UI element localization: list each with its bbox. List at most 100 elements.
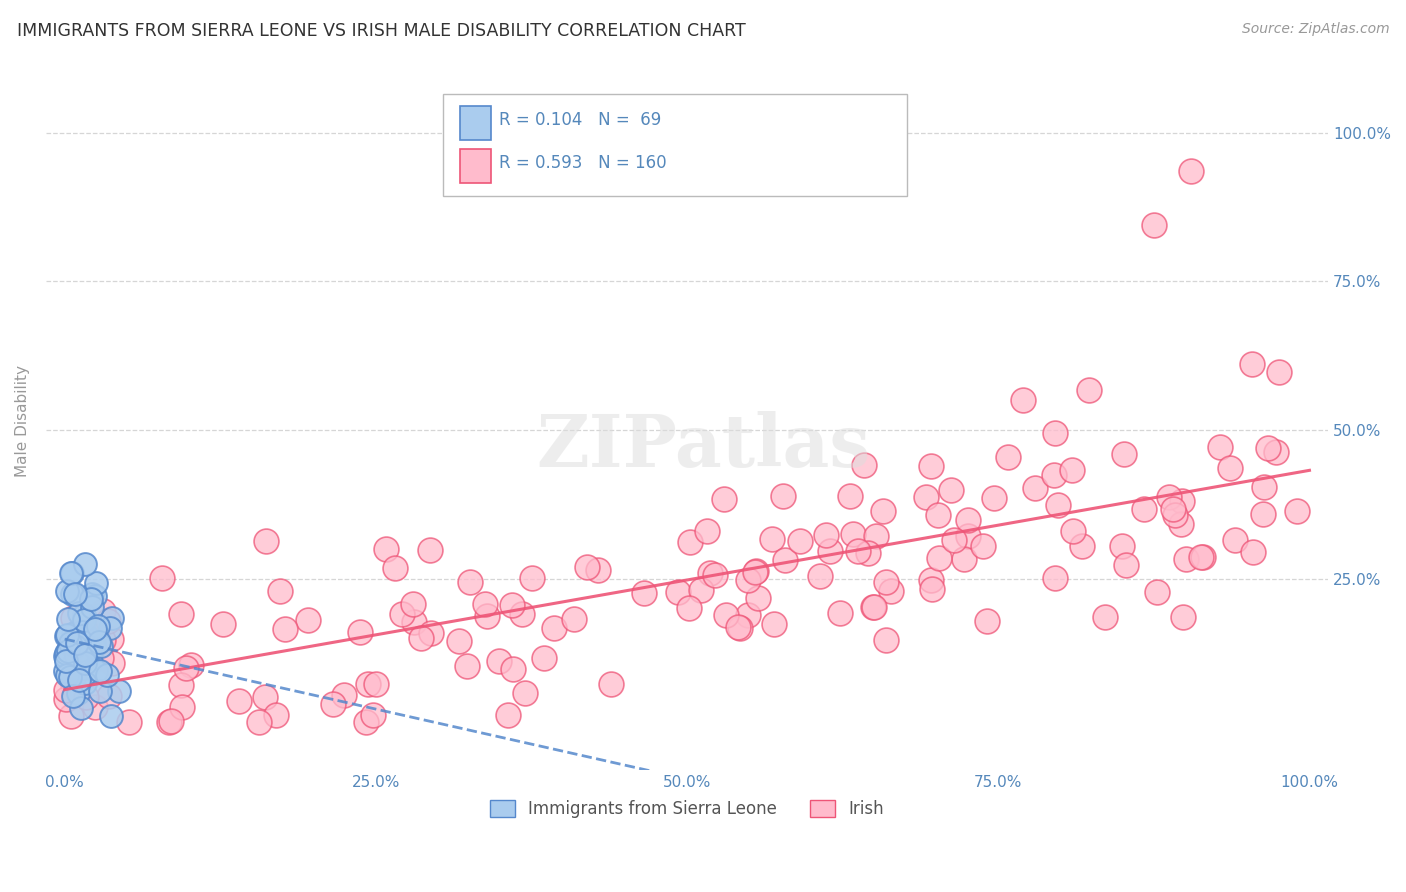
Point (920, 459, 942, 474)
Point (852, 458, 875, 472)
Point (586, 563, 609, 577)
Point (170, 677, 193, 691)
Point (1157, 490, 1180, 504)
Point (66, 635, 89, 649)
Point (818, 543, 841, 558)
Point (976, 614, 998, 628)
Point (456, 658, 478, 673)
Point (59, 708, 82, 723)
Point (737, 608, 759, 623)
Point (522, 571, 544, 585)
Point (727, 620, 749, 634)
Point (98, 689, 121, 703)
Point (98, 621, 121, 635)
Point (411, 631, 433, 645)
Point (1264, 444, 1286, 458)
Point (875, 574, 897, 589)
Point (728, 621, 751, 635)
Point (59, 636, 82, 650)
Point (73, 624, 96, 639)
Point (543, 620, 565, 634)
Point (80, 655, 103, 669)
Point (747, 591, 769, 605)
Point (253, 690, 276, 705)
Point (842, 526, 865, 541)
Point (70, 700, 93, 714)
Point (322, 697, 344, 711)
Point (1170, 517, 1192, 532)
Point (333, 688, 356, 702)
Point (75, 557, 97, 571)
Point (73, 613, 96, 627)
Point (420, 626, 443, 640)
Point (703, 568, 725, 582)
Point (89, 664, 111, 678)
Point (55, 648, 77, 662)
Point (921, 582, 943, 597)
Text: ZIPatlas: ZIPatlas (536, 410, 870, 482)
Point (73, 676, 96, 690)
Point (920, 574, 942, 588)
Point (744, 565, 766, 579)
Point (1146, 585, 1168, 599)
Point (97, 614, 120, 628)
Point (1143, 218, 1166, 232)
Point (80, 591, 103, 606)
Point (59, 670, 82, 684)
Point (90, 651, 112, 665)
Point (679, 535, 702, 549)
Point (475, 608, 498, 623)
Point (983, 491, 1005, 505)
Point (174, 661, 197, 675)
Point (600, 677, 623, 691)
Point (73, 655, 96, 669)
Point (66, 686, 89, 700)
Point (96, 668, 118, 682)
Point (100, 657, 122, 671)
Point (512, 607, 534, 622)
Point (60, 566, 83, 581)
Point (83, 640, 105, 655)
Point (865, 528, 887, 542)
Point (269, 584, 291, 599)
Point (943, 533, 966, 547)
Point (84, 664, 107, 678)
Point (449, 634, 471, 648)
Point (75, 628, 97, 642)
Point (55, 682, 77, 697)
Point (354, 715, 377, 730)
Text: R = 0.104   N =  69: R = 0.104 N = 69 (499, 112, 661, 129)
Point (247, 715, 270, 730)
Point (1111, 539, 1133, 553)
Point (1191, 550, 1213, 565)
Point (474, 597, 496, 611)
Point (89, 683, 111, 698)
Point (361, 708, 384, 723)
Point (1133, 502, 1156, 516)
Point (458, 575, 481, 590)
Point (1241, 357, 1264, 371)
Point (997, 450, 1019, 464)
Point (879, 584, 901, 599)
Point (1209, 440, 1232, 454)
Point (957, 529, 980, 543)
Point (404, 615, 426, 629)
Point (60, 586, 83, 600)
Point (1180, 164, 1202, 178)
Point (1192, 550, 1215, 565)
Point (254, 533, 277, 548)
Point (55, 646, 77, 660)
Point (67, 673, 90, 687)
Point (828, 607, 851, 621)
Point (157, 715, 180, 730)
Point (515, 686, 537, 700)
Point (713, 491, 735, 506)
Point (1164, 508, 1187, 523)
Point (101, 611, 124, 625)
Point (70, 632, 93, 647)
Point (1045, 425, 1067, 440)
Point (846, 544, 869, 558)
Point (419, 543, 441, 558)
Point (872, 504, 894, 518)
Point (1268, 365, 1291, 379)
